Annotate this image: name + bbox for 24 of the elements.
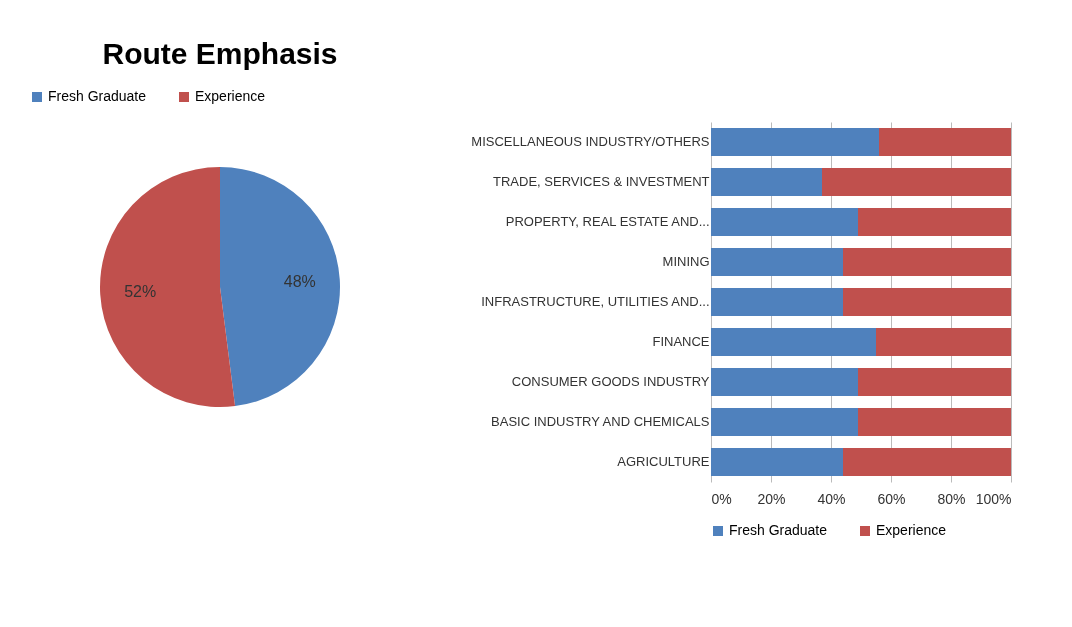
- y-tick-label: TRADE, SERVICES & INVESTMENT: [493, 174, 710, 189]
- y-tick-label: INFRASTRUCTURE, UTILITIES AND...: [481, 294, 710, 309]
- pie-slice: [100, 167, 236, 407]
- pie-slice: [220, 167, 340, 407]
- legend-label: Experience: [195, 88, 266, 104]
- y-tick-label: MISCELLANEOUS INDUSTRY/OTHERS: [471, 134, 710, 149]
- y-tick-label: MINING: [662, 254, 710, 269]
- x-tick-label: 40%: [817, 490, 846, 507]
- data-label: 48%: [283, 272, 316, 290]
- legend-label: Fresh Graduate: [729, 522, 828, 538]
- y-tick-label: PROPERTY, REAL ESTATE AND...: [505, 214, 710, 229]
- x-tick-label: 60%: [877, 490, 906, 507]
- legend-label: Experience: [876, 522, 947, 538]
- x-tick-label: 0%: [711, 490, 732, 507]
- x-tick-label: 20%: [757, 490, 786, 507]
- chart-title: Route Emphasis: [102, 37, 338, 70]
- y-tick-label: FINANCE: [652, 334, 710, 349]
- y-tick-label: AGRICULTURE: [617, 454, 710, 469]
- x-tick-label: 80%: [937, 490, 966, 507]
- data-label: 52%: [124, 283, 157, 301]
- y-tick-label: CONSUMER GOODS INDUSTRY: [511, 374, 710, 389]
- y-tick-label: BASIC INDUSTRY AND CHEMICALS: [491, 414, 710, 429]
- legend-label: Fresh Graduate: [48, 88, 147, 104]
- x-tick-label: 100%: [975, 490, 1012, 507]
